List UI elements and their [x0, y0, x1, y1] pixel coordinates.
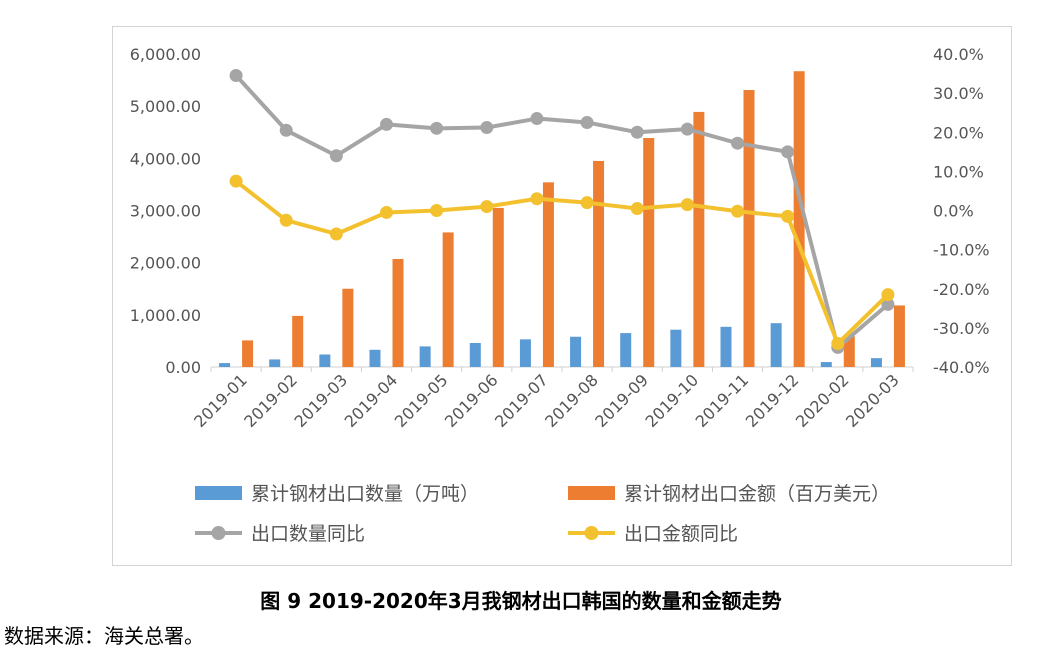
y-right-tick-label: -30.0%	[933, 319, 990, 338]
y-right-tick-label: -20.0%	[933, 280, 990, 299]
x-tick-label: 2020-03	[842, 370, 903, 431]
legend-label-1: 累计钢材出口金额（百万美元）	[624, 483, 890, 505]
bar-1-0	[242, 340, 254, 367]
bar-1-8	[643, 137, 655, 367]
line-point-2-8	[630, 125, 644, 139]
y-right-tick-label: 40.0%	[933, 45, 984, 64]
line-point-2-6	[530, 112, 544, 126]
y-left-tick-label: 5,000.00	[130, 97, 201, 116]
y-left-tick-label: 1,000.00	[130, 306, 201, 325]
line-point-3-0	[229, 174, 243, 188]
y-left-tick-label: 4,000.00	[130, 149, 201, 168]
y-left-tick-label: 2,000.00	[130, 254, 201, 273]
y-right-tick-label: 30.0%	[933, 84, 984, 103]
line-series-3	[234, 179, 890, 346]
line-point-3-13	[881, 288, 895, 302]
line-point-3-10	[731, 204, 744, 218]
bar-1-4	[442, 232, 454, 367]
line-point-2-9	[680, 122, 694, 136]
line-point-3-12	[831, 337, 845, 351]
line-point-2-4	[430, 121, 444, 135]
bar-1-10	[743, 89, 755, 367]
x-tick-label: 2020-02	[792, 370, 853, 431]
line-point-3-5	[480, 200, 494, 214]
line-point-3-3	[380, 205, 393, 219]
x-tick-label: 2019-02	[240, 370, 301, 431]
bar-1-1	[292, 315, 304, 367]
y-right-tick-label: -10.0%	[933, 241, 990, 260]
chart-svg: 0.00 1,000.00 2,000.00 3,000.00 4,000.00 5,00…	[130, 45, 990, 545]
line-point-2-13	[881, 297, 895, 311]
bar-0-5	[469, 343, 481, 367]
chart-frame: 0.00 1,000.00 2,000.00 3,000.00 4,000.00 5,00…	[112, 26, 1012, 566]
bar-0-6	[519, 339, 531, 367]
bar-0-3	[369, 349, 381, 367]
line-point-2-11	[781, 145, 795, 159]
bar-0-9	[670, 329, 682, 367]
y-left-tick-label: 0.00	[165, 358, 201, 377]
line-series-2	[234, 74, 890, 350]
line-point-2-7	[580, 115, 594, 129]
bar-1-13	[893, 305, 905, 367]
bar-0-12	[820, 362, 832, 367]
bar-1-12	[843, 336, 855, 367]
bar-0-0	[219, 363, 231, 367]
line-point-2-2	[329, 149, 343, 163]
bar-0-10	[720, 326, 732, 367]
line-point-3-2	[329, 227, 343, 241]
legend-marker-2	[211, 526, 226, 540]
x-tick-label: 2019-07	[491, 370, 552, 431]
line-point-3-1	[279, 213, 293, 227]
x-tick-label: 2019-04	[341, 370, 402, 431]
line-point-2-10	[731, 136, 744, 150]
legend-label-0: 累计钢材出口数量（万吨）	[251, 483, 479, 505]
line-point-3-11	[781, 209, 795, 223]
bar-0-11	[770, 323, 782, 367]
bar-0-7	[570, 336, 582, 367]
x-tick-label: 2019-05	[391, 370, 452, 431]
bar-0-4	[419, 346, 431, 367]
legend-swatch-0	[195, 486, 242, 500]
data-source: 数据来源：海关总署。	[4, 624, 204, 648]
x-tick-label: 2019-10	[641, 370, 702, 431]
legend-marker-3	[584, 526, 599, 540]
line-point-2-0	[229, 69, 243, 83]
line-point-3-9	[680, 198, 694, 212]
y-right-tick-label: 20.0%	[933, 123, 984, 142]
bar-0-13	[870, 358, 882, 367]
bar-1-3	[392, 259, 404, 367]
bar-1-11	[793, 71, 805, 367]
y-right-tick-label: 10.0%	[933, 162, 984, 181]
x-tick-label: 2019-03	[290, 370, 351, 431]
bar-1-5	[492, 207, 504, 367]
y-right-tick-label: 0.0%	[933, 202, 974, 221]
bar-0-1	[269, 359, 281, 367]
line-point-3-6	[530, 192, 544, 206]
x-tick-label: 2019-06	[441, 370, 502, 431]
bar-0-8	[620, 333, 632, 367]
bar-1-2	[342, 288, 354, 367]
x-tick-label: 2019-01	[190, 370, 251, 431]
legend-label-2: 出口数量同比	[251, 523, 365, 545]
legend-label-3: 出口金额同比	[624, 523, 738, 545]
line-point-2-1	[279, 123, 293, 137]
x-tick-label: 2019-12	[742, 370, 803, 431]
y-left-tick-label: 6,000.00	[130, 45, 201, 64]
bar-1-9	[693, 111, 705, 367]
bar-1-7	[593, 160, 605, 367]
line-point-2-5	[480, 121, 494, 135]
figure-caption: 图 9 2019-2020年3月我钢材出口韩国的数量和金额走势	[260, 589, 782, 613]
x-tick-label: 2019-09	[591, 370, 652, 431]
line-point-3-8	[630, 202, 644, 216]
y-right-tick-label: -40.0%	[933, 358, 990, 377]
x-tick-label: 2019-11	[692, 370, 753, 431]
line-point-3-4	[430, 204, 444, 217]
line-point-2-3	[380, 117, 393, 131]
legend-swatch-1	[568, 486, 615, 500]
bar-0-2	[319, 354, 331, 367]
x-tick-label: 2019-08	[541, 370, 602, 431]
y-left-tick-label: 3,000.00	[130, 202, 201, 221]
line-point-3-7	[580, 196, 594, 210]
bar-1-6	[542, 182, 554, 367]
